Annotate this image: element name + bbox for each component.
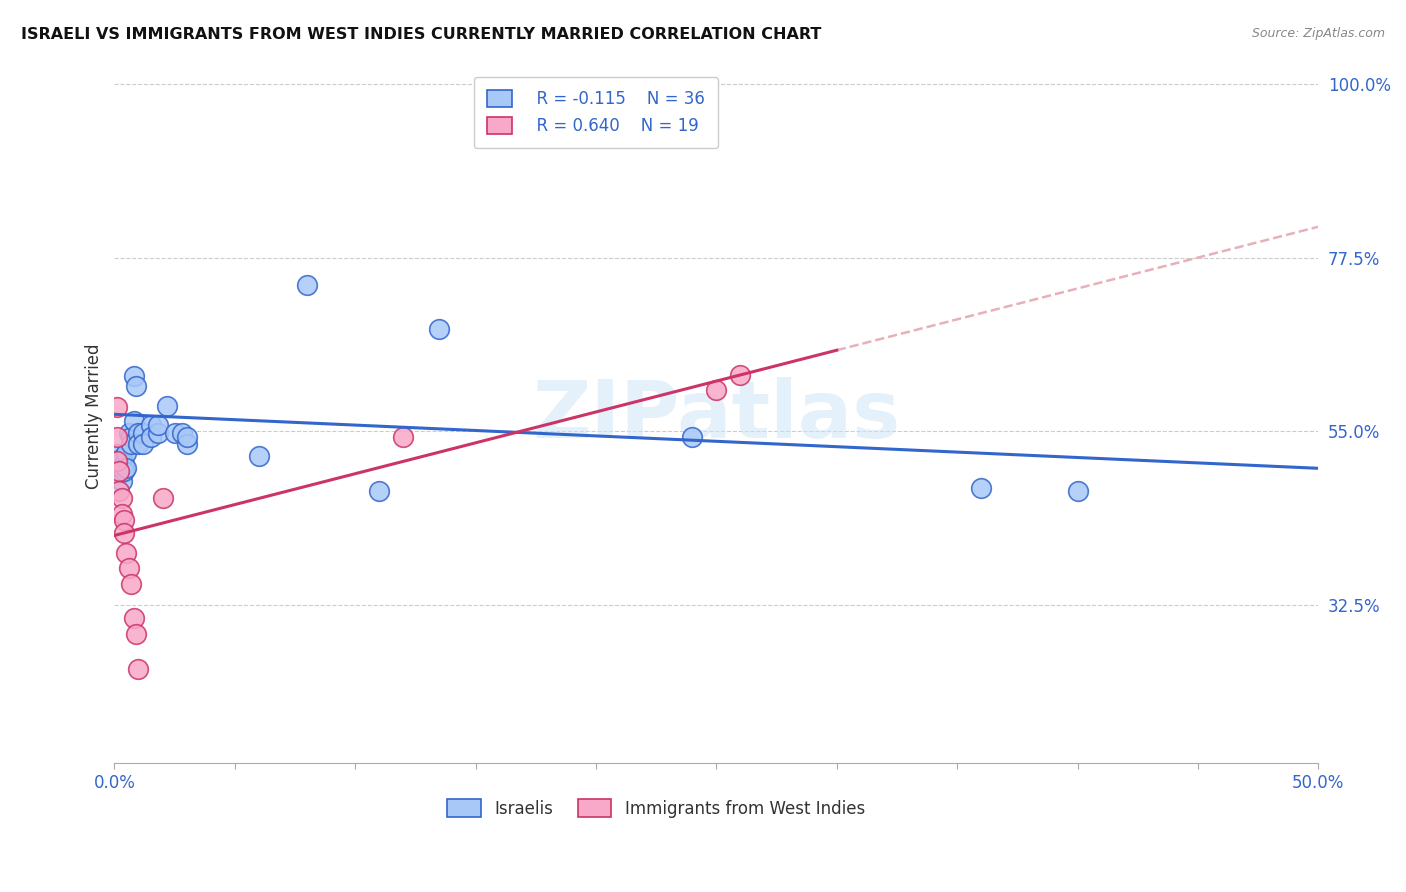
Point [156,399,179,413]
Text: Source: ZipAtlas.com: Source: ZipAtlas.com [1251,27,1385,40]
Point [115,461,138,475]
Point [115,446,138,460]
Point [1066,483,1088,498]
Point [139,418,162,433]
Point [118,561,141,575]
Point [108,455,131,469]
Point [176,437,198,451]
Point [108,464,131,478]
Point [368,483,391,498]
Point [392,430,415,444]
Point [139,430,162,444]
Point [111,507,134,521]
Point [122,368,145,383]
Point [115,546,138,560]
Point [163,425,186,440]
Text: ZIPatlas: ZIPatlas [533,376,900,455]
Y-axis label: Currently Married: Currently Married [86,343,103,489]
Point [127,437,149,451]
Point [132,425,155,440]
Point [112,513,135,527]
Point [146,425,169,440]
Text: ISRAELI VS IMMIGRANTS FROM WEST INDIES CURRENTLY MARRIED CORRELATION CHART: ISRAELI VS IMMIGRANTS FROM WEST INDIES C… [21,27,821,42]
Point [120,577,142,591]
Point [108,483,131,498]
Point [127,662,149,676]
Point [295,277,318,292]
Point [120,430,142,444]
Point [111,451,134,466]
Point [152,491,174,506]
Point [105,447,128,461]
Point [105,453,128,467]
Point [127,425,149,440]
Point [105,458,128,473]
Point [704,384,727,398]
Point [429,321,451,335]
Point [730,368,752,382]
Point [120,437,142,451]
Point [125,379,148,393]
Point [105,430,128,444]
Point [111,475,134,489]
Point [122,611,145,625]
Point [112,457,135,471]
Legend: Israelis, Immigrants from West Indies: Israelis, Immigrants from West Indies [440,793,872,824]
Point [146,418,169,433]
Point [105,400,128,414]
Point [112,464,135,478]
Point [125,627,148,641]
Point [681,430,703,444]
Point [170,425,193,440]
Point [118,425,141,440]
Point [970,481,993,495]
Point [112,526,135,541]
Point [108,467,131,481]
Point [247,449,270,463]
Point [132,437,155,451]
Point [111,491,134,506]
Point [176,430,198,444]
Point [122,414,145,428]
